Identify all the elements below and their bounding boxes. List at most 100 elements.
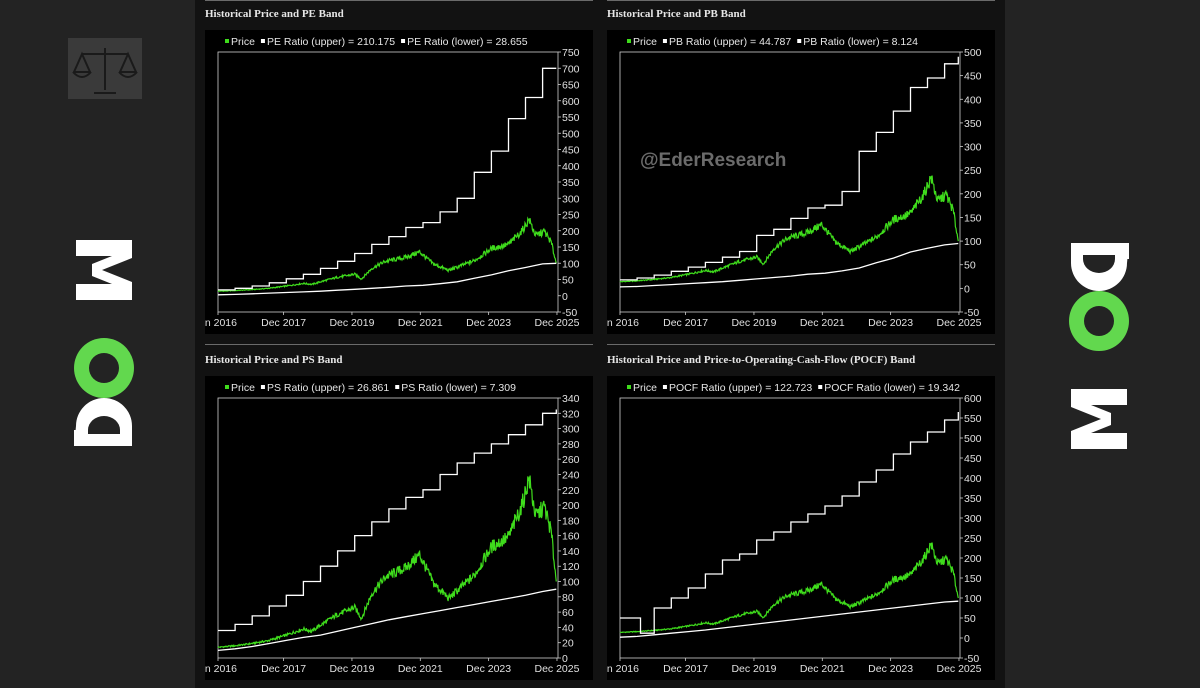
- legend-swatch: [225, 385, 229, 389]
- x-tick-label: Dec 2019: [329, 663, 374, 675]
- y-tick-label: 0: [964, 283, 970, 295]
- x-tick-label: Dec 2023: [868, 317, 913, 329]
- x-tick-label: Dec 2021: [800, 317, 845, 329]
- y-tick-label: 150: [562, 242, 580, 254]
- y-tick-label: -50: [964, 653, 979, 665]
- y-tick-label: 250: [964, 533, 982, 545]
- y-tick-label: 400: [562, 161, 580, 173]
- legend-swatch: [401, 39, 406, 43]
- price-line: [217, 216, 557, 292]
- x-tick-label: Dec 2019: [329, 317, 374, 329]
- separator: [607, 344, 995, 345]
- y-tick-label: 450: [964, 453, 982, 465]
- x-tick-label: Dec 2025: [936, 663, 981, 675]
- legend-swatch: [225, 39, 229, 43]
- x-tick-label: Dec 2025: [534, 663, 579, 675]
- y-tick-label: 320: [562, 408, 580, 420]
- y-tick-label: 150: [964, 212, 982, 224]
- y-tick-label: 250: [964, 165, 982, 177]
- plot-frame: [619, 397, 961, 659]
- y-tick-label: 80: [562, 592, 574, 604]
- y-tick-label: 500: [964, 433, 982, 445]
- y-tick-label: 300: [562, 424, 580, 436]
- legend-item: POCF Ratio (lower) = 19.342: [824, 382, 960, 394]
- y-tick-label: 400: [964, 473, 982, 485]
- y-tick-label: -50: [562, 307, 577, 319]
- lower-band-line: [217, 262, 557, 296]
- price-line: [619, 542, 959, 634]
- legend-item: PS Ratio (upper) = 26.861: [267, 382, 389, 394]
- ps-band-chart: 0 20 40 60 80 100 120 140 160 180 200 220 240 260 280 3…: [205, 376, 593, 680]
- y-tick-label: 750: [562, 47, 580, 59]
- y-tick-label: 280: [562, 439, 580, 451]
- x-tick-label: Dec 2025: [534, 317, 579, 329]
- y-tick-label: 350: [964, 493, 982, 505]
- y-tick-label: 120: [562, 561, 580, 573]
- y-tick-label: 200: [964, 189, 982, 201]
- y-tick-label: 60: [562, 607, 574, 619]
- legend-swatch: [662, 385, 667, 389]
- y-tick-label: 700: [562, 63, 580, 75]
- y-tick-label: 40: [562, 622, 574, 634]
- y-tick-label: 20: [562, 638, 574, 650]
- y-tick-label: 50: [964, 260, 976, 272]
- legend-swatch: [260, 39, 265, 43]
- y-tick-label: 100: [964, 593, 982, 605]
- legend-item: PB Ratio (upper) = 44.787: [669, 36, 791, 48]
- legend-item: PE Ratio (upper) = 210.175: [267, 36, 395, 48]
- y-tick-label: 260: [562, 454, 580, 466]
- y-tick-label: 550: [562, 112, 580, 124]
- x-tick-label: Dec 2021: [800, 663, 845, 675]
- x-tick-label: Dec 2017: [663, 663, 708, 675]
- x-tick-label: Dec 2023: [466, 663, 511, 675]
- y-tick-label: 500: [964, 47, 982, 59]
- y-tick-label: 180: [562, 515, 580, 527]
- x-tick-label: Dec 2021: [398, 317, 443, 329]
- servicenow-logo-rotated: [1069, 243, 1129, 449]
- y-tick-label: 140: [562, 546, 580, 558]
- scales-icon: [68, 38, 142, 99]
- price-line: [217, 475, 557, 649]
- x-tick-label: Dec 2023: [868, 663, 913, 675]
- pocf-band-chart: -50 0 50 100 150 200 250 300 350 400 450 500 550 600 a…: [607, 376, 995, 680]
- legend-item: Price: [231, 36, 255, 48]
- upper-band-line: [620, 412, 959, 634]
- legend-swatch: [797, 39, 802, 43]
- chart-title-pe: Historical Price and PE Band: [205, 8, 344, 20]
- y-tick-label: 450: [562, 145, 580, 157]
- y-tick-label: 160: [562, 531, 580, 543]
- x-tick-label: an 2016: [205, 317, 237, 329]
- watermark: @EderResearch: [640, 150, 787, 171]
- x-tick-label: Dec 2017: [261, 663, 306, 675]
- y-tick-label: 400: [964, 94, 982, 106]
- y-tick-label: 250: [562, 210, 580, 222]
- x-tick-label: Dec 2017: [261, 317, 306, 329]
- separator: [205, 344, 593, 345]
- y-tick-label: 100: [562, 577, 580, 589]
- chart-title-ps: Historical Price and PS Band: [205, 354, 343, 366]
- price-line: [619, 175, 959, 283]
- x-tick-label: Dec 2023: [466, 317, 511, 329]
- y-tick-label: 0: [964, 633, 970, 645]
- pb-band-chart: -50 0 50 100 150 200 250 300 350 400 450 500 an 2016…: [607, 30, 995, 334]
- y-tick-label: 650: [562, 80, 580, 92]
- y-tick-label: 200: [964, 553, 982, 565]
- x-tick-label: Dec 2019: [731, 663, 776, 675]
- y-tick-label: 600: [964, 393, 982, 405]
- y-tick-label: 500: [562, 128, 580, 140]
- y-tick-label: 350: [964, 118, 982, 130]
- x-tick-label: Dec 2021: [398, 663, 443, 675]
- legend-swatch: [627, 39, 631, 43]
- y-tick-label: 150: [964, 573, 982, 585]
- y-tick-label: 50: [562, 275, 574, 287]
- y-tick-label: 200: [562, 500, 580, 512]
- y-tick-label: 300: [562, 193, 580, 205]
- legend-swatch: [627, 385, 631, 389]
- upper-band-line: [218, 409, 557, 632]
- right-brand-panel: [1005, 0, 1200, 688]
- y-tick-label: -50: [964, 307, 979, 319]
- y-tick-label: 340: [562, 393, 580, 405]
- chart-title-pocf: Historical Price and Price-to-Operating-…: [607, 354, 916, 366]
- y-tick-label: 300: [964, 513, 982, 525]
- y-tick-label: 100: [964, 236, 982, 248]
